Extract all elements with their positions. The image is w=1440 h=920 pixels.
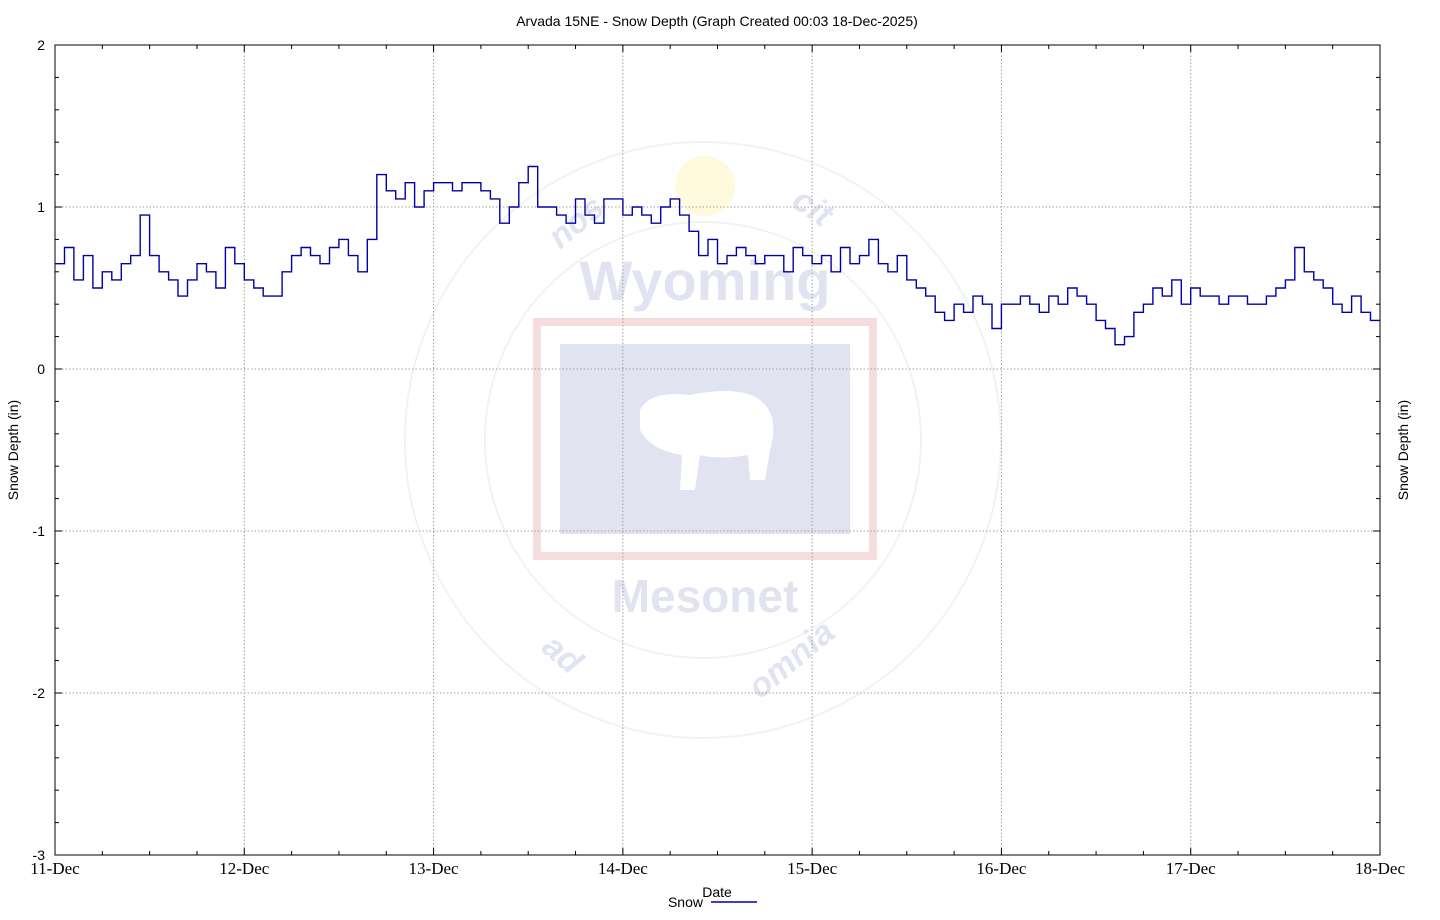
snow-depth-series-line xyxy=(55,165,1380,346)
y-axis-label-right: Snow Depth (in) xyxy=(1395,400,1411,500)
x-tick-label: 12-Dec xyxy=(219,859,269,878)
y-tick-label: -1 xyxy=(33,523,46,539)
x-tick-label: 17-Dec xyxy=(1166,859,1216,878)
grid xyxy=(55,45,1380,855)
watermark-ring-top-right: cit xyxy=(785,180,841,235)
legend: Snow xyxy=(668,894,757,910)
ticks xyxy=(54,44,1381,856)
x-tick-label: 13-Dec xyxy=(409,859,459,878)
watermark-ring-bottom-left: ad xyxy=(535,627,591,682)
chart-title: Arvada 15NE - Snow Depth (Graph Created … xyxy=(516,13,918,29)
y-axis-label-left: Snow Depth (in) xyxy=(5,400,21,500)
wyoming-mesonet-watermark: Wyoming Mesonet nos cit ad omnia xyxy=(404,141,1002,739)
watermark-title: Wyoming xyxy=(580,249,831,312)
y-tick-label: -2 xyxy=(33,685,46,701)
x-tick-labels: 11-Dec 12-Dec 13-Dec 14-Dec 15-Dec 16-Dec 17-D… xyxy=(30,859,1405,878)
y-tick-label: -3 xyxy=(33,847,46,863)
x-tick-label: 11-Dec xyxy=(30,859,80,878)
x-axis-label: Date xyxy=(702,884,732,900)
x-tick-label: 14-Dec xyxy=(598,859,648,878)
watermark-subtitle: Mesonet xyxy=(612,570,799,622)
bison-icon xyxy=(640,391,774,490)
legend-label: Snow xyxy=(668,894,704,910)
watermark-ring-bottom-right: omnia xyxy=(741,613,842,706)
y-tick-labels: -3 -2 -1 0 1 2 xyxy=(33,37,46,863)
y-tick-label: 0 xyxy=(37,361,45,377)
x-tick-label: 18-Dec xyxy=(1355,859,1405,878)
x-tick-label: 16-Dec xyxy=(976,859,1026,878)
y-tick-label: 2 xyxy=(37,37,45,53)
sun-icon xyxy=(675,156,735,216)
y-tick-label: 1 xyxy=(37,199,45,215)
x-tick-label: 15-Dec xyxy=(787,859,837,878)
